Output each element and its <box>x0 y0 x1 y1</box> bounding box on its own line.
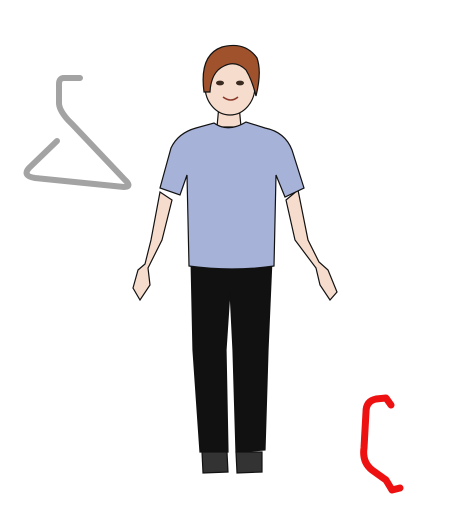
left-arm <box>132 190 173 302</box>
person-avatar <box>132 44 338 474</box>
right-eye <box>236 80 244 86</box>
right-arm <box>285 188 338 301</box>
left-shoe <box>201 451 229 474</box>
shirt <box>159 121 305 270</box>
mouth <box>222 96 239 101</box>
hanger-icon[interactable] <box>23 75 132 190</box>
pants <box>190 257 273 453</box>
left-eye <box>216 80 224 86</box>
undo-icon[interactable] <box>360 394 404 494</box>
hair <box>202 44 260 97</box>
right-shoe <box>235 451 263 474</box>
